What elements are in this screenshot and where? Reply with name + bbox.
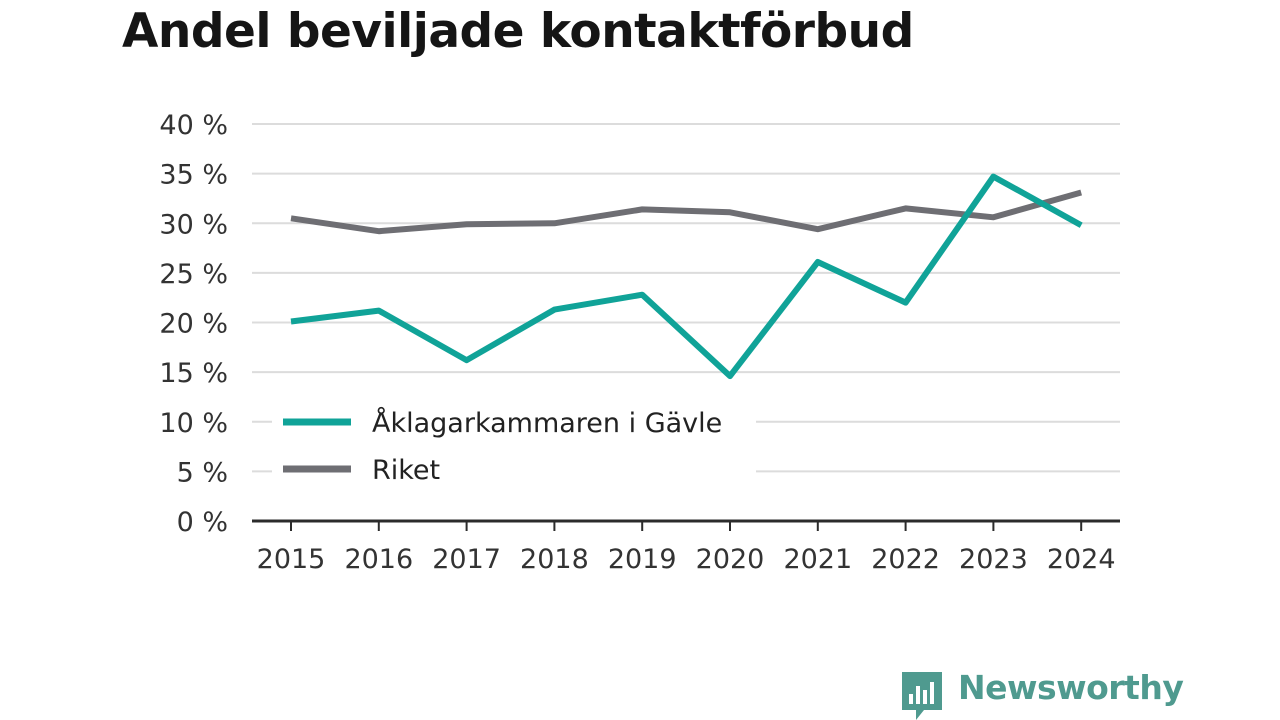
y-axis-ticks: 0 % 5 % 10 % 15 % 20 % 25 % 30 % 35 % 40 % [159, 110, 228, 538]
x-tick-label: 2021 [783, 544, 852, 575]
legend-label: Riket [372, 455, 440, 486]
x-tick-label: 2022 [871, 544, 940, 575]
x-tick-label: 2023 [959, 544, 1028, 575]
newsworthy-logo-icon [902, 672, 942, 720]
x-tick-label: 2017 [432, 544, 501, 575]
y-tick-label: 5 % [177, 457, 228, 488]
series-line-gavle [290, 173, 1083, 380]
y-tick-label: 30 % [159, 209, 228, 240]
y-tick-label: 25 % [159, 259, 228, 290]
x-tick-label: 2018 [520, 544, 589, 575]
y-tick-label: 35 % [159, 160, 228, 191]
x-axis: 2015 2016 2017 2018 2019 2020 2021 2022 2023 2024 [252, 519, 1120, 575]
x-tick-label: 2015 [257, 544, 326, 575]
x-tick-label: 2020 [696, 544, 765, 575]
series-line-riket [290, 189, 1083, 235]
chart-title: Andel beviljade kontaktförbud [122, 4, 914, 59]
y-tick-label: 40 % [159, 110, 228, 141]
x-tick-label: 2016 [344, 544, 413, 575]
y-tick-label: 10 % [159, 408, 228, 439]
y-tick-label: 0 % [177, 507, 228, 538]
x-tick-label: 2024 [1047, 544, 1116, 575]
legend-label: Åklagarkammaren i Gävle [372, 407, 722, 439]
series-lines [290, 173, 1083, 380]
legend-background [272, 398, 756, 484]
y-tick-label: 15 % [159, 358, 228, 389]
x-tick-label: 2019 [608, 544, 677, 575]
y-tick-label: 20 % [159, 309, 228, 340]
legend: Åklagarkammaren i Gävle Riket [272, 398, 756, 486]
brand-name: Newsworthy [958, 668, 1184, 707]
